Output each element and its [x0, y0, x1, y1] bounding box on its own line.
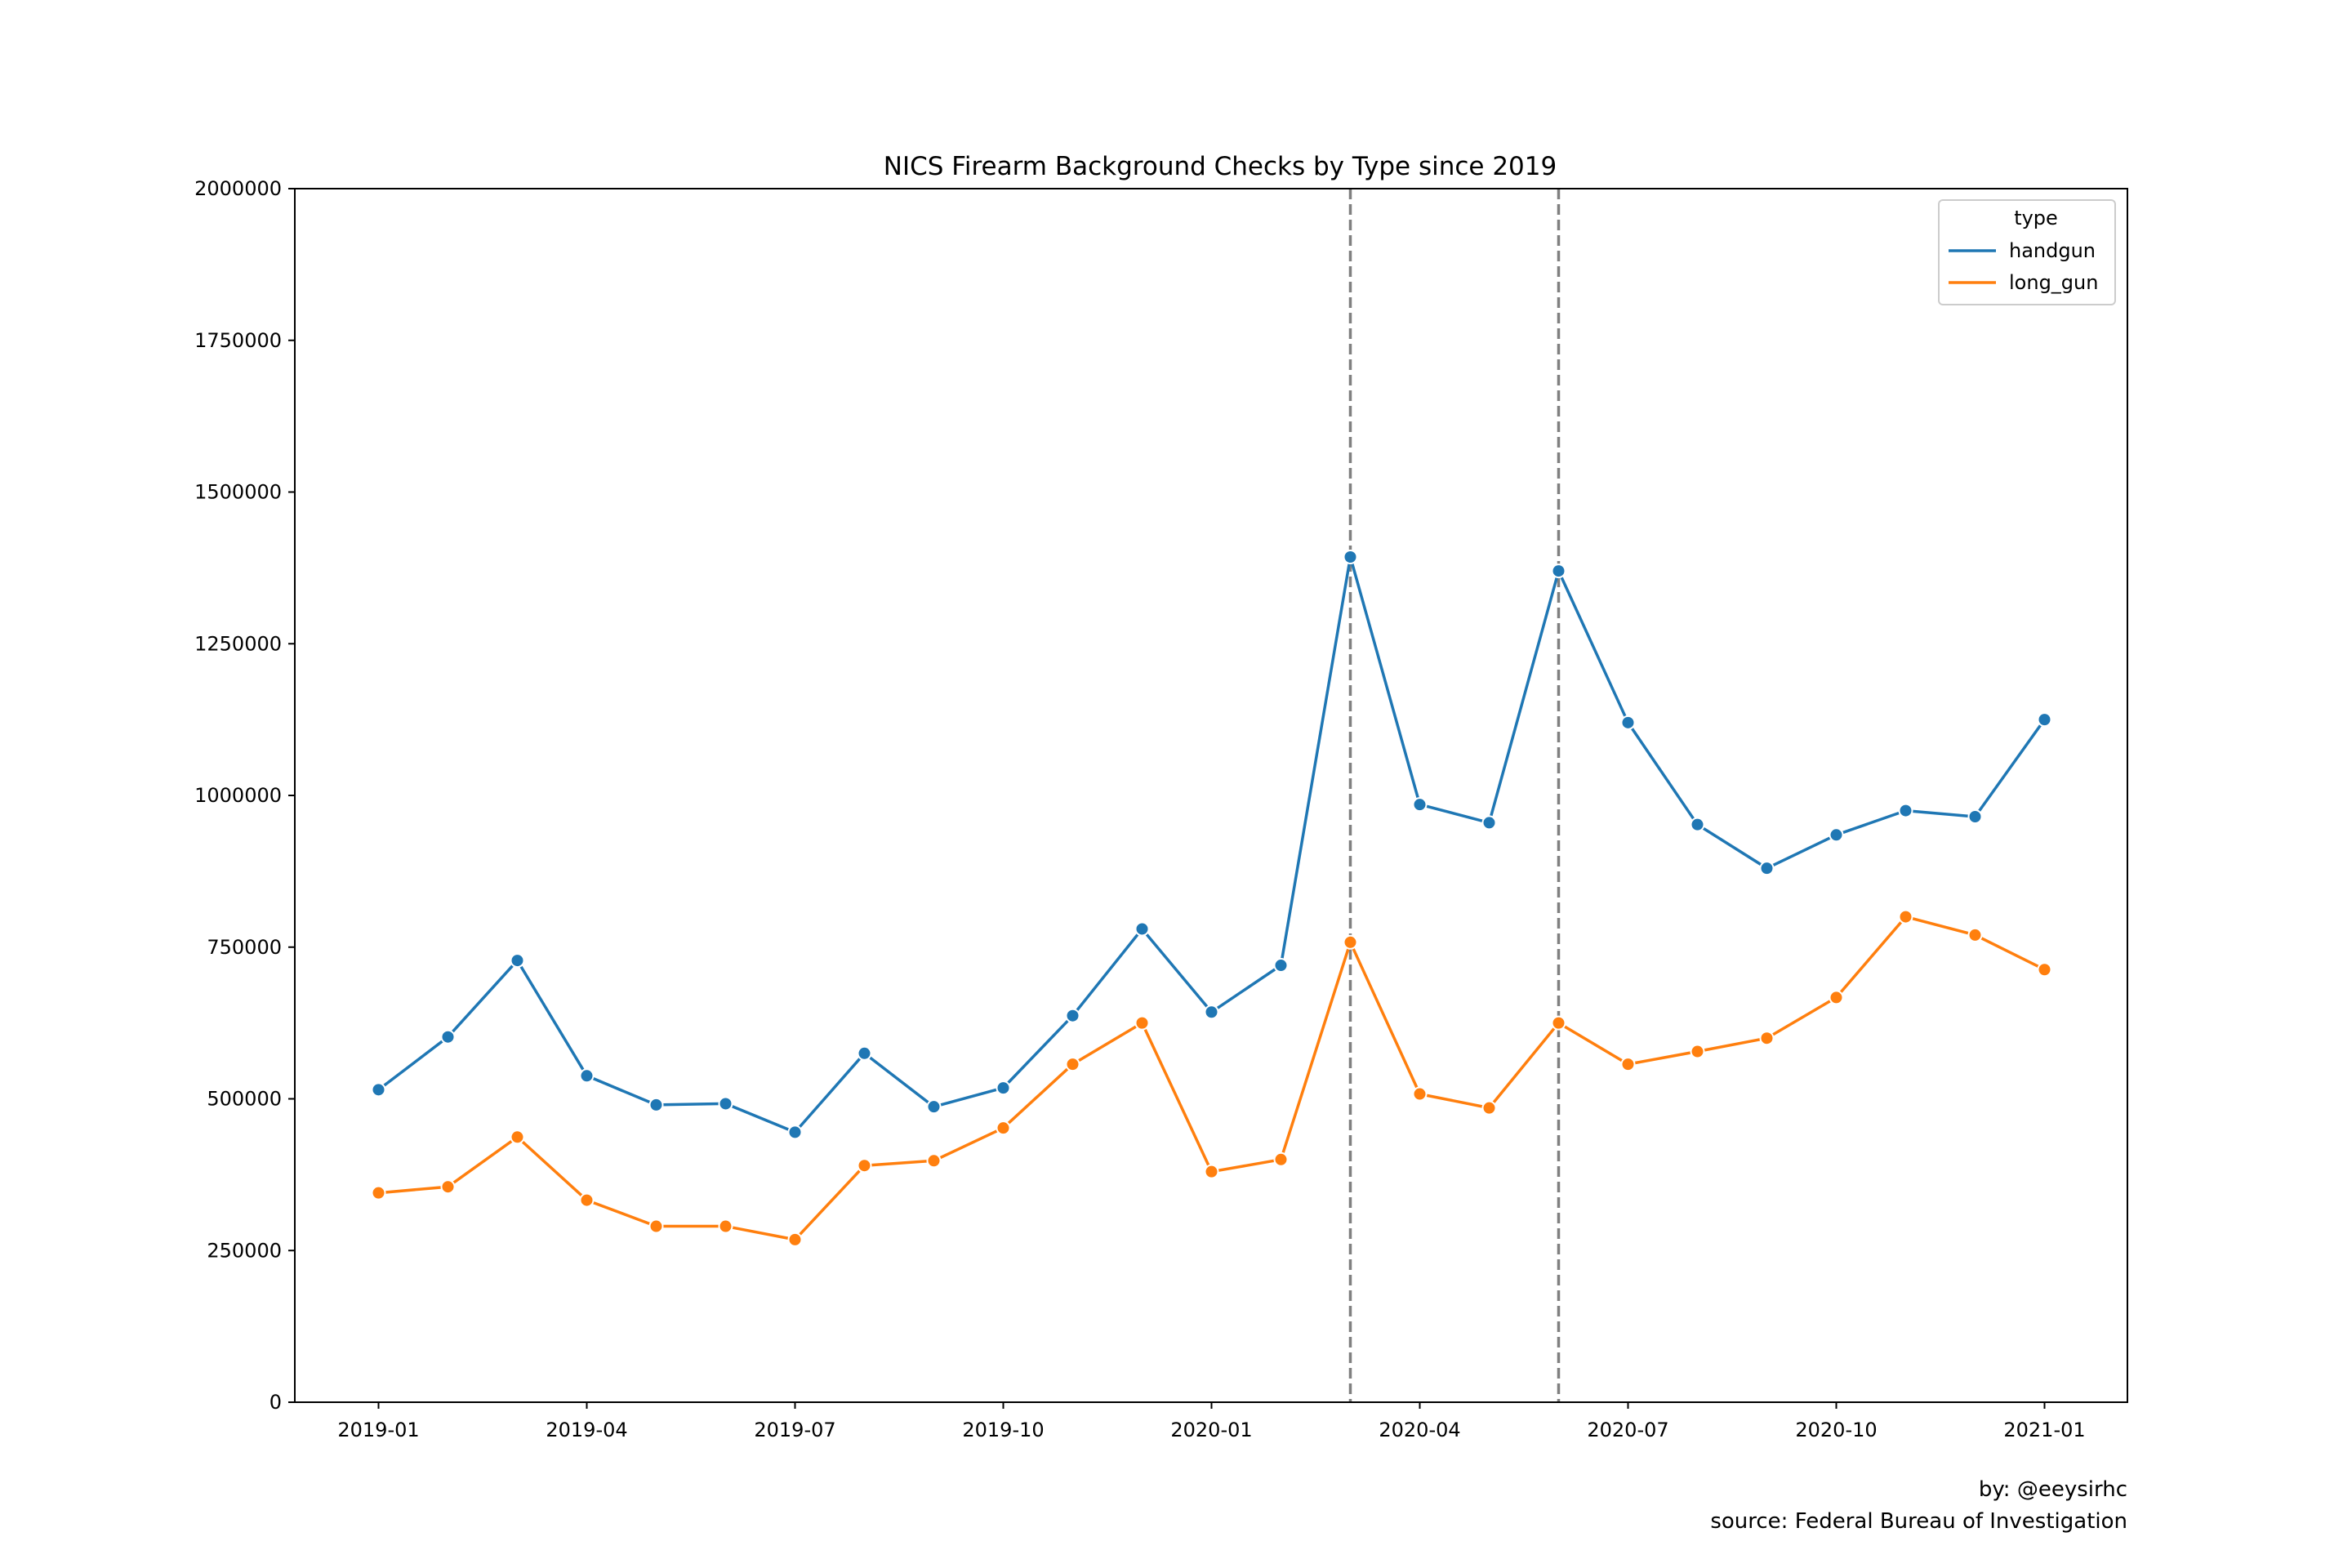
- handgun-point: [1343, 550, 1358, 565]
- y-tick-label: 0: [270, 1391, 282, 1414]
- handgun-point: [787, 1125, 803, 1140]
- long_gun-point: [1204, 1164, 1219, 1179]
- legend-label-handgun: handgun: [2009, 239, 2096, 262]
- handgun-point: [718, 1096, 733, 1111]
- handgun-point: [371, 1082, 386, 1098]
- handgun-point: [1065, 1008, 1080, 1023]
- chart-title: NICS Firearm Background Checks by Type s…: [884, 152, 1557, 181]
- handgun-point: [1690, 817, 1705, 832]
- long_gun-point: [1759, 1031, 1775, 1046]
- y-tick-label: 1750000: [194, 329, 282, 352]
- series-handgun: [371, 550, 2052, 1140]
- handgun-point: [1759, 861, 1775, 876]
- x-tick-label: 2020-01: [1170, 1419, 1252, 1441]
- handgun-point: [1273, 958, 1289, 973]
- y-tick-label: 1000000: [194, 784, 282, 807]
- x-tick-label: 2021-01: [2003, 1419, 2085, 1441]
- handgun-point: [2037, 712, 2052, 728]
- handgun-point: [440, 1029, 456, 1045]
- y-tick-label: 500000: [207, 1088, 282, 1111]
- x-tick-label: 2019-04: [546, 1419, 627, 1441]
- long_gun-point: [1065, 1057, 1080, 1072]
- long_gun-point: [1551, 1015, 1566, 1031]
- long_gun-point: [926, 1153, 942, 1169]
- long_gun-point: [440, 1179, 456, 1195]
- long_gun-point: [718, 1218, 733, 1234]
- long_gun-point: [1273, 1152, 1289, 1167]
- series-layer: [371, 550, 2052, 1247]
- y-tick-label: 1250000: [194, 632, 282, 655]
- long_gun-point: [1829, 990, 1844, 1005]
- long_gun-point: [648, 1218, 664, 1234]
- handgun-point: [510, 953, 525, 969]
- handgun-point: [1967, 809, 1983, 825]
- long_gun-point: [579, 1192, 595, 1208]
- long_gun-point: [371, 1185, 386, 1200]
- handgun-point: [1481, 815, 1497, 831]
- legend-label-long_gun: long_gun: [2009, 271, 2098, 294]
- x-tick-label: 2020-10: [1795, 1419, 1877, 1441]
- reference-lines: [1348, 189, 1561, 1402]
- x-tick-label: 2019-01: [337, 1419, 419, 1441]
- long_gun-point: [787, 1232, 803, 1247]
- long_gun-point: [510, 1129, 525, 1145]
- handgun-point: [648, 1097, 664, 1112]
- x-tick-label: 2020-07: [1587, 1419, 1668, 1441]
- long_gun-point: [1134, 1015, 1150, 1031]
- long_gun-point: [1481, 1100, 1497, 1116]
- handgun-point: [579, 1068, 595, 1084]
- x-axis: 2019-01 2019-04 2019-07 2019-10 2020-01 2020-…: [337, 1402, 2086, 1441]
- long_gun-point: [2037, 962, 2052, 978]
- long_gun-point: [1967, 927, 1983, 942]
- credit-author: by: @eeysirhc: [1979, 1477, 2127, 1502]
- legend-box: [1938, 199, 2116, 305]
- handgun-point: [1412, 797, 1428, 813]
- long_gun-point: [857, 1158, 872, 1174]
- handgun-point: [1620, 715, 1636, 730]
- x-tick-label: 2020-04: [1379, 1419, 1460, 1441]
- y-tick-label: 750000: [207, 936, 282, 959]
- handgun-point: [1204, 1004, 1219, 1020]
- long_gun-point: [1898, 909, 1913, 924]
- y-tick-label: 250000: [207, 1239, 282, 1262]
- y-tick-label: 1500000: [194, 481, 282, 504]
- legend: type handgun long_gun: [1938, 199, 2116, 305]
- credit-source: source: Federal Bureau of Investigation: [1710, 1509, 2127, 1534]
- handgun-point: [1829, 827, 1844, 843]
- y-tick-label: 2000000: [194, 177, 282, 200]
- long_gun-point: [1412, 1086, 1428, 1102]
- long_gun-point: [996, 1120, 1011, 1136]
- handgun-point: [1551, 564, 1566, 579]
- handgun-point: [926, 1099, 942, 1115]
- x-tick-label: 2019-10: [962, 1419, 1044, 1441]
- y-axis: 0 250000 500000 750000 1000000 1250000 1500000…: [194, 177, 295, 1414]
- legend-title: type: [2014, 207, 2058, 229]
- handgun-point: [857, 1045, 872, 1061]
- handgun-point: [996, 1080, 1011, 1096]
- handgun-point: [1898, 803, 1913, 818]
- long_gun-point: [1620, 1057, 1636, 1072]
- handgun-point: [1134, 921, 1150, 937]
- long_gun-point: [1343, 934, 1358, 950]
- series-long_gun: [371, 909, 2052, 1247]
- x-tick-label: 2019-07: [754, 1419, 835, 1441]
- long_gun-point: [1690, 1044, 1705, 1059]
